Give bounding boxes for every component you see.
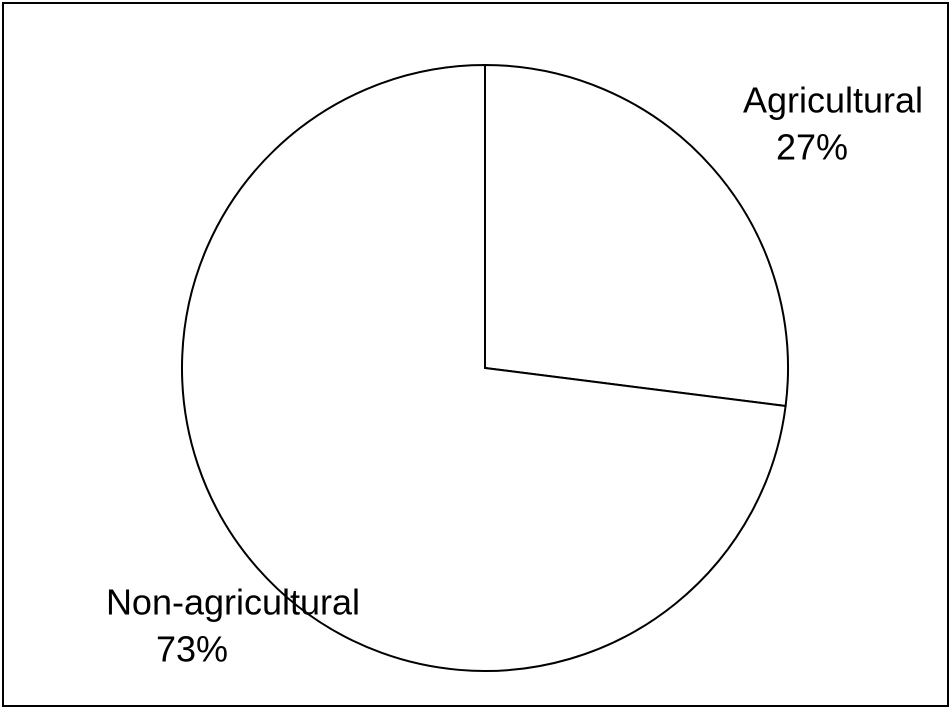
slice-value-label: 27% [776, 127, 848, 168]
slice-category-label: Non-agricultural [106, 582, 360, 623]
pie-slice [484, 63, 789, 408]
slice-value-label: 73% [156, 629, 228, 670]
pie-slice [181, 63, 787, 672]
slice-category-label: Agricultural [743, 80, 923, 121]
